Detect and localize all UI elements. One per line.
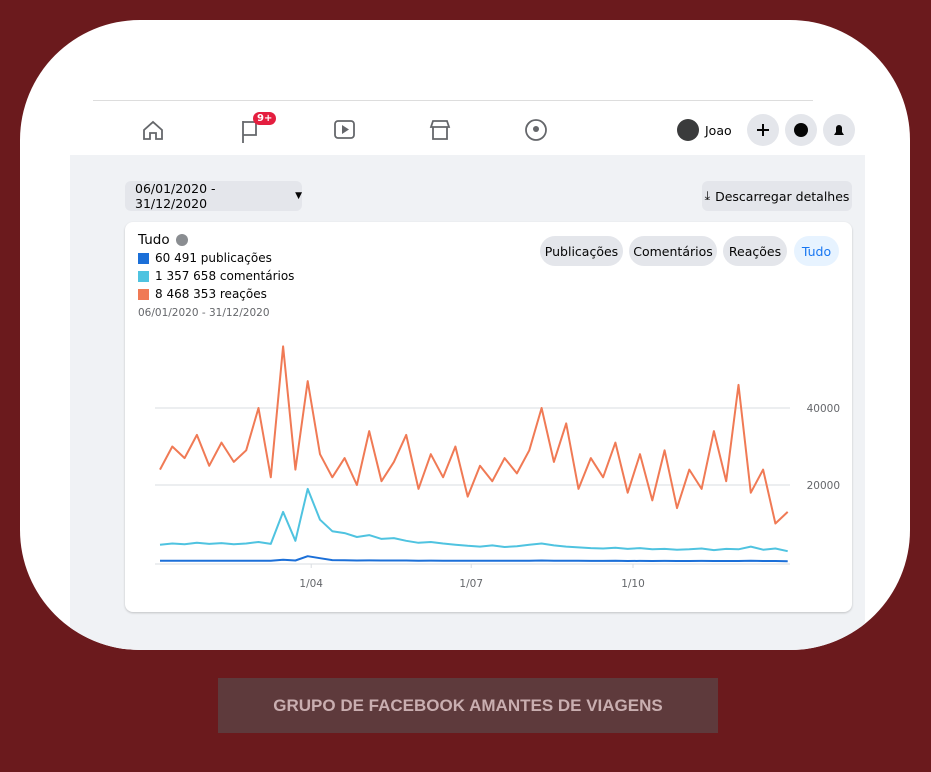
groups-icon[interactable]: [525, 119, 547, 141]
legend-label: 8 468 353 reações: [155, 287, 267, 301]
series-line: [159, 487, 788, 553]
info-icon[interactable]: [175, 234, 188, 246]
home-icon[interactable]: [143, 120, 163, 140]
x-tick-label: 1/07: [459, 578, 483, 590]
nav-bar: [143, 119, 699, 143]
legend-swatch: [138, 252, 149, 264]
user-name[interactable]: Joao: [705, 123, 732, 138]
pages-icon[interactable]: [242, 121, 257, 143]
series-line: [159, 345, 789, 525]
legend-entry: 1 357 658 comentários: [138, 269, 294, 283]
tab-button[interactable]: Reações: [723, 236, 787, 266]
download-label: Descarregar detalhes: [715, 188, 850, 204]
groups-dot: [533, 126, 539, 132]
download-button[interactable]: ⤓ Descarregar detalhes: [702, 181, 852, 211]
tab-button[interactable]: Tudo: [794, 236, 839, 266]
dropdown-arrow: ▼: [295, 191, 302, 201]
legend-label: 1 357 658 comentários: [155, 269, 295, 283]
chart-subtitle: 06/01/2020 - 31/12/2020: [138, 307, 270, 319]
chart-title: Tudo: [138, 232, 170, 248]
tab-button[interactable]: Comentários: [629, 236, 717, 266]
y-tick-label: 40000: [807, 403, 840, 415]
notification-badge: 9+: [253, 112, 277, 125]
messenger-button[interactable]: [785, 114, 817, 146]
date-selector[interactable]: 06/01/2020 - 31/12/2020 ▼: [125, 181, 302, 211]
chart-card: Tudo 06/01/2020 - 31/12/2020 20000 40000 1…: [125, 222, 852, 612]
legend-entry: 60 491 publicações: [138, 251, 272, 265]
y-tick-label: 20000: [807, 480, 840, 492]
divider: [93, 100, 813, 101]
screenshot-frame: 9+ Joao 06/01/2020 - 31/12/2020 ▼ ⤓ Descar…: [20, 20, 910, 650]
x-tick-label: 1/10: [621, 578, 645, 590]
caption: GRUPO DE FACEBOOK AMANTES DE VIAGENS: [218, 678, 718, 733]
notifications-button[interactable]: [823, 114, 855, 146]
chart-title-row: Tudo: [138, 232, 188, 248]
download-icon: ⤓: [704, 188, 711, 203]
watch-icon[interactable]: [334, 120, 355, 139]
legend-swatch: [138, 288, 149, 300]
avatar[interactable]: [677, 119, 699, 141]
create-button[interactable]: [747, 114, 779, 146]
market-icon[interactable]: [429, 120, 451, 140]
legend-entry: 8 468 353 reações: [138, 287, 267, 301]
watch-play: [342, 125, 349, 134]
series-line: [160, 555, 788, 563]
date-range: 06/01/2020 - 31/12/2020: [135, 181, 216, 211]
tab-button[interactable]: Publicações: [540, 236, 623, 266]
chart: 20000 40000 1/04 1/07 1/10: [155, 345, 840, 590]
x-tick-label: 1/04: [299, 578, 323, 590]
legend-label: 60 491 publicações: [155, 251, 272, 265]
legend-swatch: [138, 270, 149, 282]
